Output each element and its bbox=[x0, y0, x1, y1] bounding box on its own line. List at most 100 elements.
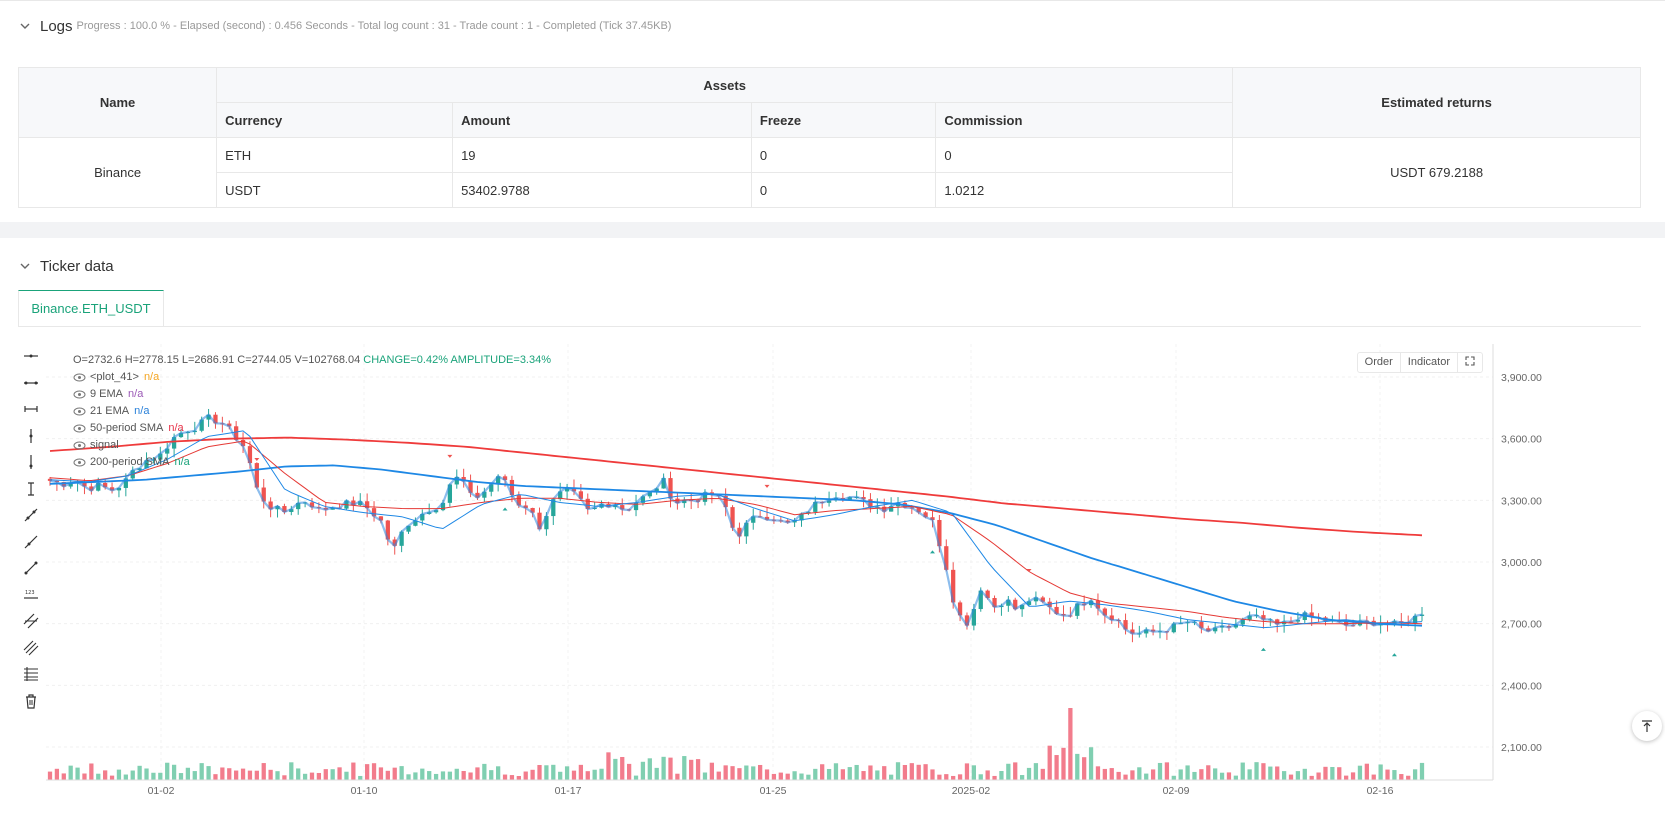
indicator-button[interactable]: Indicator bbox=[1401, 353, 1458, 372]
volume-bar bbox=[682, 756, 687, 780]
volume-bar bbox=[937, 774, 942, 780]
candle-body bbox=[82, 482, 87, 487]
eye-icon[interactable] bbox=[73, 373, 86, 382]
volume-bar bbox=[1288, 774, 1294, 780]
volume-bar bbox=[799, 773, 804, 780]
candle-body bbox=[309, 502, 315, 508]
eye-icon[interactable] bbox=[73, 390, 86, 399]
volume-bar bbox=[68, 765, 73, 780]
fibonacci-icon[interactable] bbox=[23, 666, 39, 682]
ray-line-icon[interactable] bbox=[23, 534, 39, 550]
price-label-icon[interactable]: 123 bbox=[23, 587, 39, 603]
volume-bar bbox=[544, 765, 549, 780]
volume-bar bbox=[723, 765, 728, 780]
candle-body bbox=[992, 598, 997, 608]
volume-bar bbox=[1302, 768, 1307, 780]
vertical-ray-icon[interactable] bbox=[23, 454, 39, 470]
tab-binance-eth-usdt[interactable]: Binance.ETH_USDT bbox=[18, 290, 164, 326]
candle-body bbox=[558, 491, 563, 500]
candle-body bbox=[537, 512, 542, 530]
horizontal-line-icon[interactable] bbox=[23, 348, 39, 364]
pitchfork-icon[interactable] bbox=[23, 640, 39, 656]
chevron-down-icon[interactable] bbox=[18, 259, 32, 273]
candle-body bbox=[1247, 615, 1252, 620]
scroll-to-top-button[interactable] bbox=[1632, 711, 1662, 741]
volume-bar bbox=[302, 773, 308, 780]
eye-icon[interactable] bbox=[73, 407, 86, 416]
candle-body bbox=[1054, 606, 1059, 614]
chart-controls: Order Indicator bbox=[1356, 352, 1483, 373]
legend-item[interactable]: signal bbox=[73, 437, 551, 454]
volume-bar bbox=[289, 762, 294, 780]
candle-body bbox=[358, 501, 363, 506]
candle-body bbox=[468, 481, 473, 493]
volume-bar bbox=[564, 766, 570, 780]
legend-item[interactable]: 50-period SMA n/a bbox=[73, 420, 551, 437]
volume-bar bbox=[330, 769, 335, 780]
volume-bar bbox=[1233, 775, 1238, 780]
legend-item[interactable]: <plot_41> n/a bbox=[73, 369, 551, 386]
candle-body bbox=[199, 419, 204, 431]
volume-bar bbox=[475, 767, 480, 780]
volume-bar bbox=[1419, 762, 1425, 780]
volume-bar bbox=[47, 771, 53, 780]
candlestick-chart[interactable]: 3,900.00 3,600.00 3,300.00 3,000.00 2,700.00… bbox=[46, 344, 1641, 840]
logs-header[interactable]: Logs Progress : 100.0 % - Elapsed (secon… bbox=[18, 14, 671, 38]
volume-bar bbox=[1019, 775, 1025, 780]
chart-area[interactable]: 123 3,900.00 3,600.00 3,300.00 3,000.00 2,70… bbox=[18, 344, 1641, 840]
volume-bar bbox=[261, 763, 266, 780]
volume-bar bbox=[771, 773, 777, 780]
volume-bar bbox=[675, 773, 680, 780]
volume-bar bbox=[530, 769, 535, 780]
volume-bar bbox=[468, 772, 473, 780]
vertical-segment-icon[interactable] bbox=[23, 481, 39, 497]
chevron-down-icon[interactable] bbox=[18, 19, 32, 33]
ticker-section: Ticker data Binance.ETH_USDT 123 bbox=[0, 238, 1665, 840]
volume-bar bbox=[730, 766, 735, 780]
horizontal-segment-icon[interactable] bbox=[23, 401, 39, 417]
horizontal-ray-icon[interactable] bbox=[23, 375, 39, 391]
legend-item[interactable]: 21 EMA n/a bbox=[73, 403, 551, 420]
parallel-channel-icon[interactable] bbox=[23, 613, 39, 629]
candle-body bbox=[868, 499, 873, 508]
x-tick-label: 02-09 bbox=[1163, 785, 1190, 797]
legend-item[interactable]: 9 EMA n/a bbox=[73, 386, 551, 403]
candle-body bbox=[475, 492, 480, 498]
order-button[interactable]: Order bbox=[1358, 353, 1401, 372]
volume-bar bbox=[399, 766, 404, 780]
volume-bars bbox=[47, 708, 1425, 780]
volume-bar bbox=[206, 766, 211, 780]
volume-bar bbox=[951, 775, 956, 780]
volume-bar bbox=[875, 770, 880, 780]
eye-icon[interactable] bbox=[73, 424, 86, 433]
ohlc-close: C=2744.05 bbox=[237, 354, 292, 366]
volume-bar bbox=[606, 752, 611, 780]
eye-icon[interactable] bbox=[73, 441, 86, 450]
candle-body bbox=[564, 487, 570, 492]
candle-body bbox=[682, 500, 687, 504]
segment-line-icon[interactable] bbox=[23, 560, 39, 576]
vertical-line-icon[interactable] bbox=[23, 428, 39, 444]
volume-bar bbox=[1137, 767, 1142, 780]
legend-item[interactable]: 200-period SMA n/a bbox=[73, 454, 551, 471]
legend-item-label: 50-period SMA bbox=[90, 422, 164, 434]
volume-bar bbox=[296, 768, 301, 780]
volume-bar bbox=[1378, 764, 1383, 780]
table-row: USDT 53402.9788 0 1.0212 bbox=[19, 172, 1641, 208]
fullscreen-button[interactable] bbox=[1458, 353, 1482, 372]
volume-bar bbox=[440, 771, 446, 780]
y-tick-label: 3,300.00 bbox=[1501, 495, 1542, 507]
candle-body bbox=[109, 487, 115, 491]
volume-bar bbox=[158, 772, 163, 780]
trash-icon[interactable] bbox=[23, 693, 39, 709]
volume-bar bbox=[1226, 772, 1232, 780]
volume-bar bbox=[571, 770, 577, 780]
volume-bar bbox=[1047, 745, 1052, 780]
ticker-header[interactable]: Ticker data bbox=[18, 254, 114, 278]
volume-bar bbox=[1102, 768, 1107, 780]
trend-line-icon[interactable] bbox=[23, 507, 39, 523]
volume-bar bbox=[123, 774, 128, 780]
eye-icon[interactable] bbox=[73, 458, 86, 467]
volume-bar bbox=[1357, 765, 1363, 780]
ohlc-amplitude: AMPLITUDE=3.34% bbox=[450, 354, 552, 366]
